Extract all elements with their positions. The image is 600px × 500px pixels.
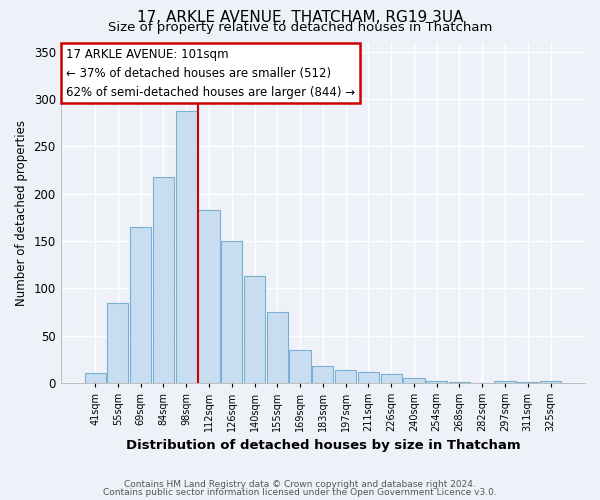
Bar bbox=[312, 366, 334, 383]
Bar bbox=[199, 210, 220, 383]
Bar bbox=[107, 304, 128, 383]
Bar bbox=[176, 110, 197, 383]
Bar bbox=[244, 276, 265, 383]
Bar bbox=[449, 382, 470, 383]
Bar bbox=[85, 374, 106, 383]
Bar bbox=[426, 381, 447, 383]
Bar bbox=[380, 374, 402, 383]
Text: Size of property relative to detached houses in Thatcham: Size of property relative to detached ho… bbox=[108, 21, 492, 34]
Text: 17, ARKLE AVENUE, THATCHAM, RG19 3UA: 17, ARKLE AVENUE, THATCHAM, RG19 3UA bbox=[137, 10, 463, 25]
Bar bbox=[130, 227, 151, 383]
Text: 17 ARKLE AVENUE: 101sqm
← 37% of detached houses are smaller (512)
62% of semi-d: 17 ARKLE AVENUE: 101sqm ← 37% of detache… bbox=[66, 48, 355, 98]
Text: Contains HM Land Registry data © Crown copyright and database right 2024.: Contains HM Land Registry data © Crown c… bbox=[124, 480, 476, 489]
Bar bbox=[266, 312, 288, 383]
Bar bbox=[358, 372, 379, 383]
X-axis label: Distribution of detached houses by size in Thatcham: Distribution of detached houses by size … bbox=[125, 440, 520, 452]
Bar bbox=[517, 382, 538, 383]
Bar bbox=[289, 350, 311, 383]
Bar bbox=[494, 381, 515, 383]
Text: Contains public sector information licensed under the Open Government Licence v3: Contains public sector information licen… bbox=[103, 488, 497, 497]
Bar bbox=[221, 241, 242, 383]
Bar bbox=[335, 370, 356, 383]
Y-axis label: Number of detached properties: Number of detached properties bbox=[15, 120, 28, 306]
Bar bbox=[153, 176, 174, 383]
Bar bbox=[403, 378, 425, 383]
Bar bbox=[540, 381, 561, 383]
